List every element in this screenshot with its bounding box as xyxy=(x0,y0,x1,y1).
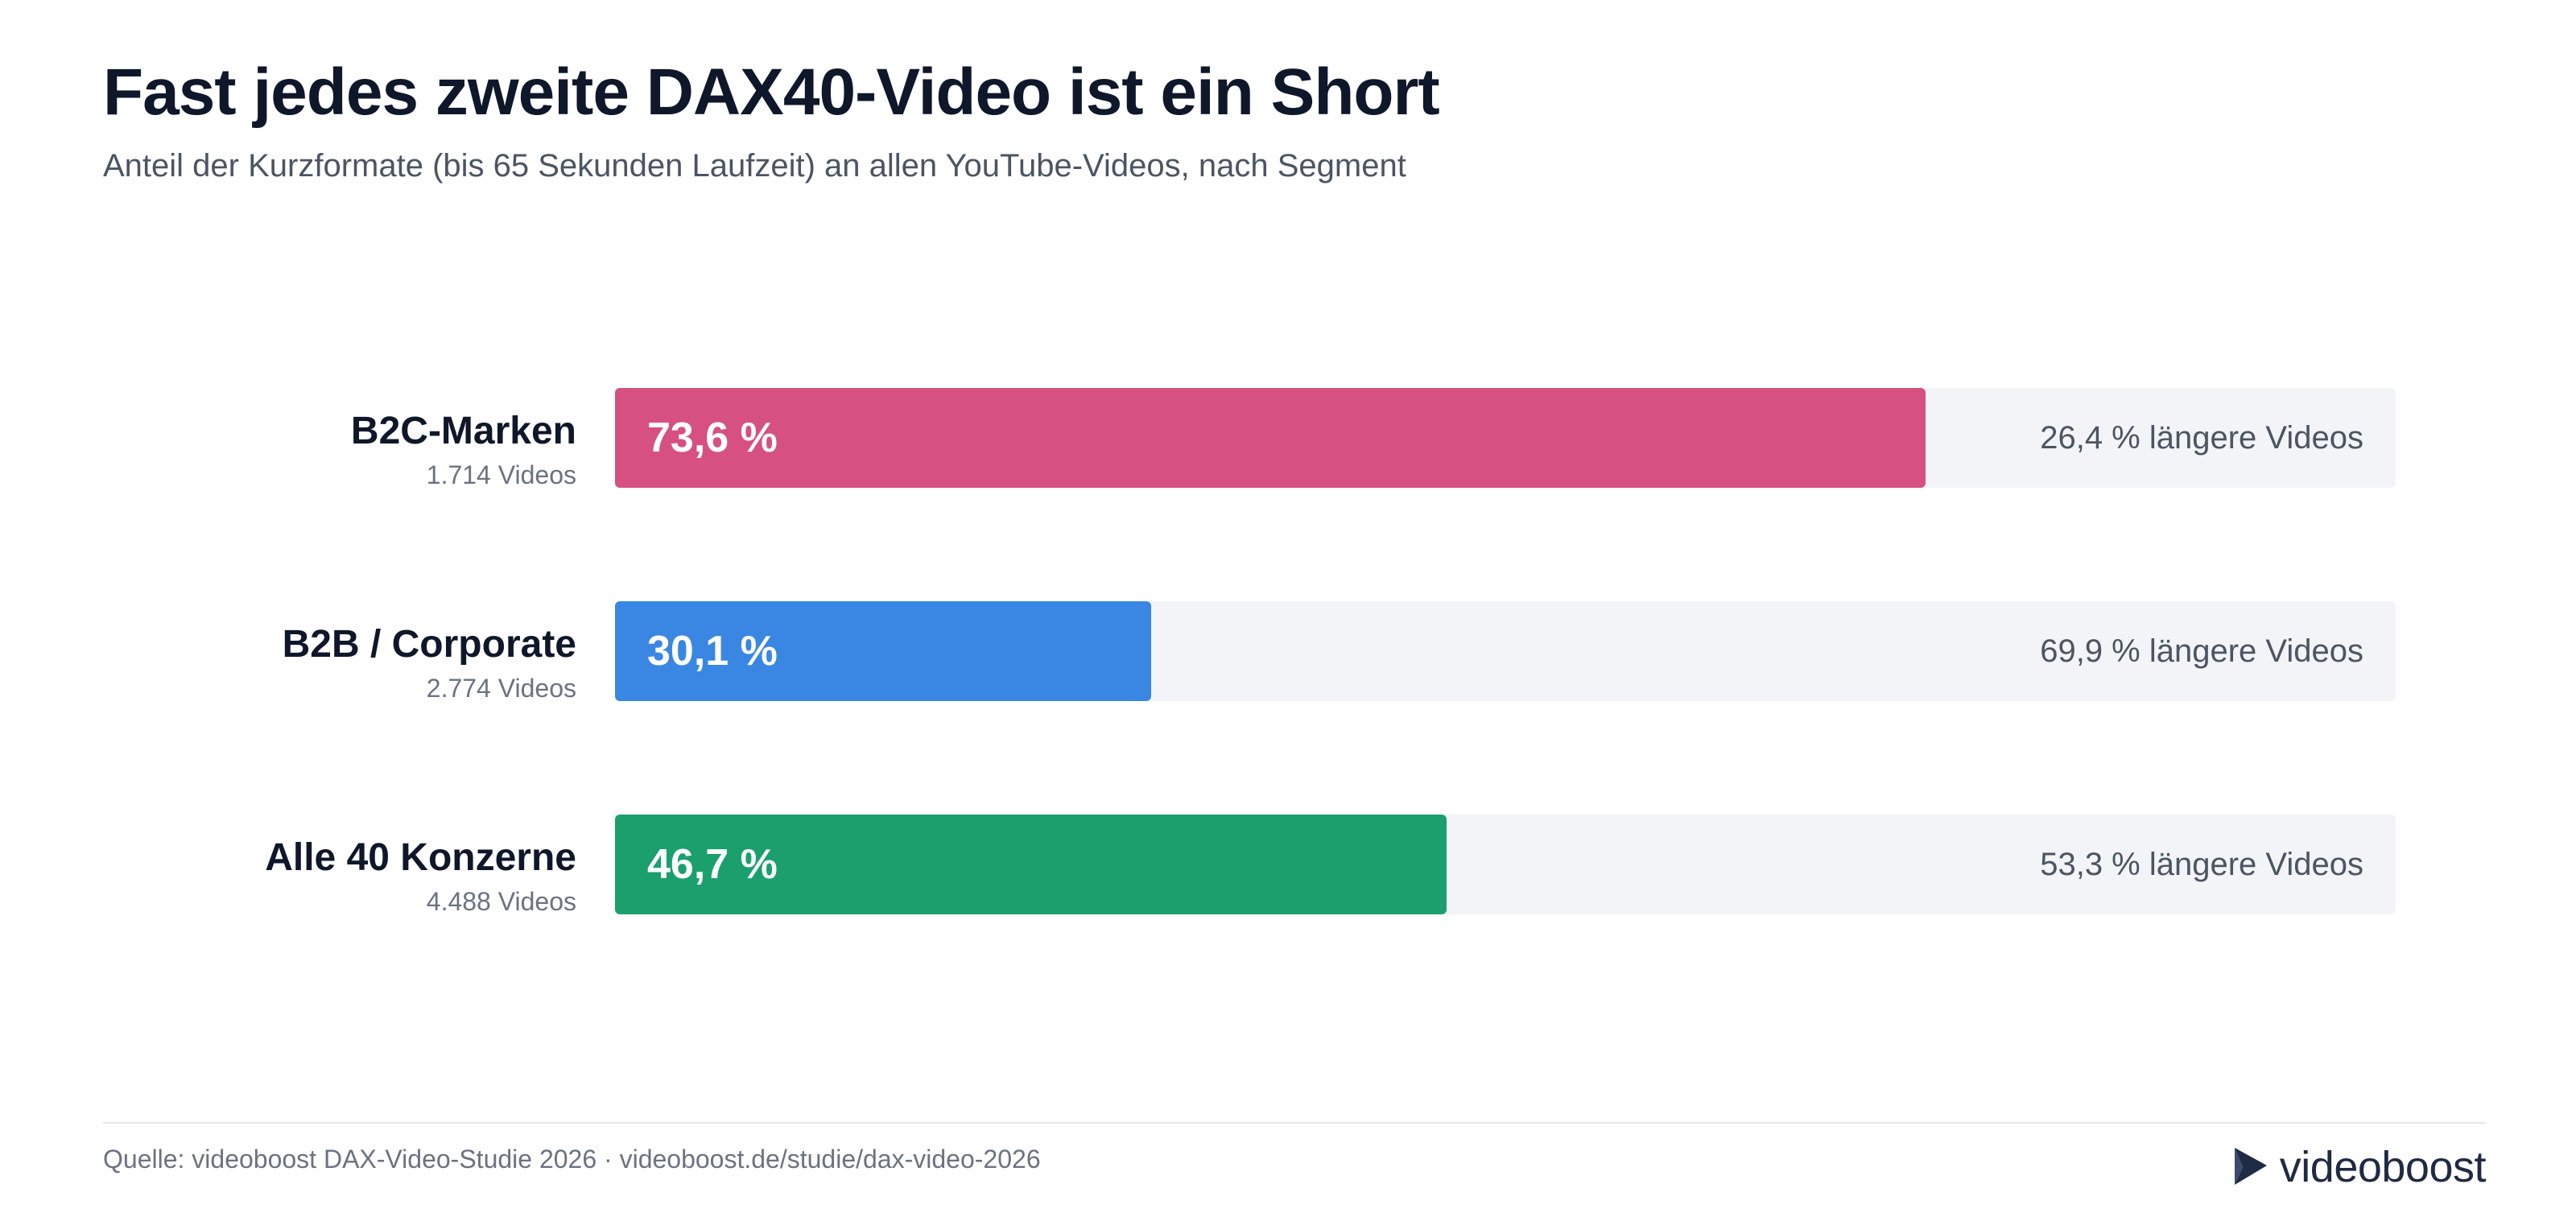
category-label: B2C-Marken xyxy=(350,410,576,452)
footer-divider xyxy=(103,1122,2486,1124)
bar-row: B2B / Corporate 2.774 Videos 30,1 % 69,9 % … xyxy=(0,601,2576,704)
value-label: 73,6 % xyxy=(647,415,778,461)
category-label-block: Alle 40 Konzerne 4.488 Videos xyxy=(265,815,576,918)
brand-name: videoboost xyxy=(2279,1143,2487,1191)
play-arrow-logo-icon xyxy=(2234,1148,2267,1185)
bar-fill xyxy=(615,601,1151,701)
value-label: 46,7 % xyxy=(647,841,778,888)
video-count: 1.714 Videos xyxy=(426,460,576,489)
bar-fill xyxy=(615,388,1926,488)
category-label: Alle 40 Konzerne xyxy=(265,836,576,879)
value-label: 30,1 % xyxy=(647,628,778,675)
category-label-block: B2C-Marken 1.714 Videos xyxy=(351,388,576,491)
bar-row: B2C-Marken 1.714 Videos 73,6 % 26,4 % länge… xyxy=(0,388,2576,491)
source-note: Quelle: videoboost DAX-Video-Studie 2026… xyxy=(103,1145,1041,1174)
category-label-block: B2B / Corporate 2.774 Videos xyxy=(283,601,576,704)
bar-fill xyxy=(615,815,1447,914)
remainder-label: 53,3 % längere Videos xyxy=(2040,847,2363,882)
videoboost-logo: videoboost xyxy=(2230,1141,2487,1193)
remainder-label: 69,9 % längere Videos xyxy=(2040,633,2363,669)
video-count: 2.774 Videos xyxy=(426,674,576,703)
category-label: B2B / Corporate xyxy=(282,623,576,666)
chart-title: Fast jedes zweite DAX40-Video ist ein Sh… xyxy=(103,56,1440,129)
bar-row: Alle 40 Konzerne 4.488 Videos 46,7 % 53,3 %… xyxy=(0,815,2576,916)
video-count: 4.488 Videos xyxy=(426,887,576,916)
chart-subtitle: Anteil der Kurzformate (bis 65 Sekunden … xyxy=(103,148,1406,184)
remainder-label: 26,4 % längere Videos xyxy=(2040,420,2363,456)
